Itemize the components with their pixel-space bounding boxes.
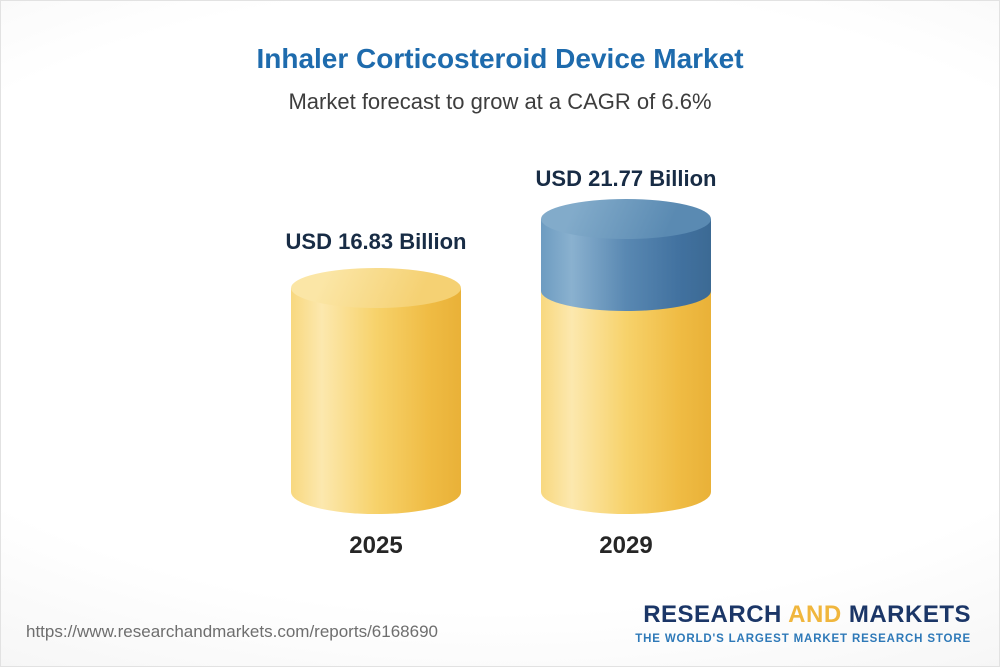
x-label-2025: 2025 (349, 532, 403, 559)
bar-2025-body (291, 288, 461, 514)
x-label-2029: 2029 (599, 532, 653, 559)
value-label-2029: USD 21.77 Billion (535, 166, 717, 191)
report-url: https://www.researchandmarkets.com/repor… (26, 622, 438, 641)
logo-word-and: AND (788, 601, 842, 628)
logo-word-markets: MARKETS (848, 601, 971, 628)
chart-title: Inhaler Corticosteroid Device Market (256, 43, 744, 74)
company-logo: RESEARCH AND MARKETS THE WORLD'S LARGEST… (635, 601, 971, 645)
bar-2025-top-ellipse (291, 268, 461, 308)
bar-2029-cylinder (541, 199, 711, 514)
logo-tagline: THE WORLD'S LARGEST MARKET RESEARCH STOR… (635, 633, 971, 645)
value-label-2025: USD 16.83 Billion (285, 229, 467, 254)
bar-2029-top-ellipse (541, 199, 711, 239)
bar-2025-cylinder (291, 268, 461, 514)
chart-subtitle: Market forecast to grow at a CAGR of 6.6… (288, 89, 712, 114)
bar-2029-base-segment (541, 291, 711, 514)
logo-wordmark: RESEARCH AND MARKETS (635, 601, 971, 629)
logo-word-research: RESEARCH (643, 601, 782, 628)
